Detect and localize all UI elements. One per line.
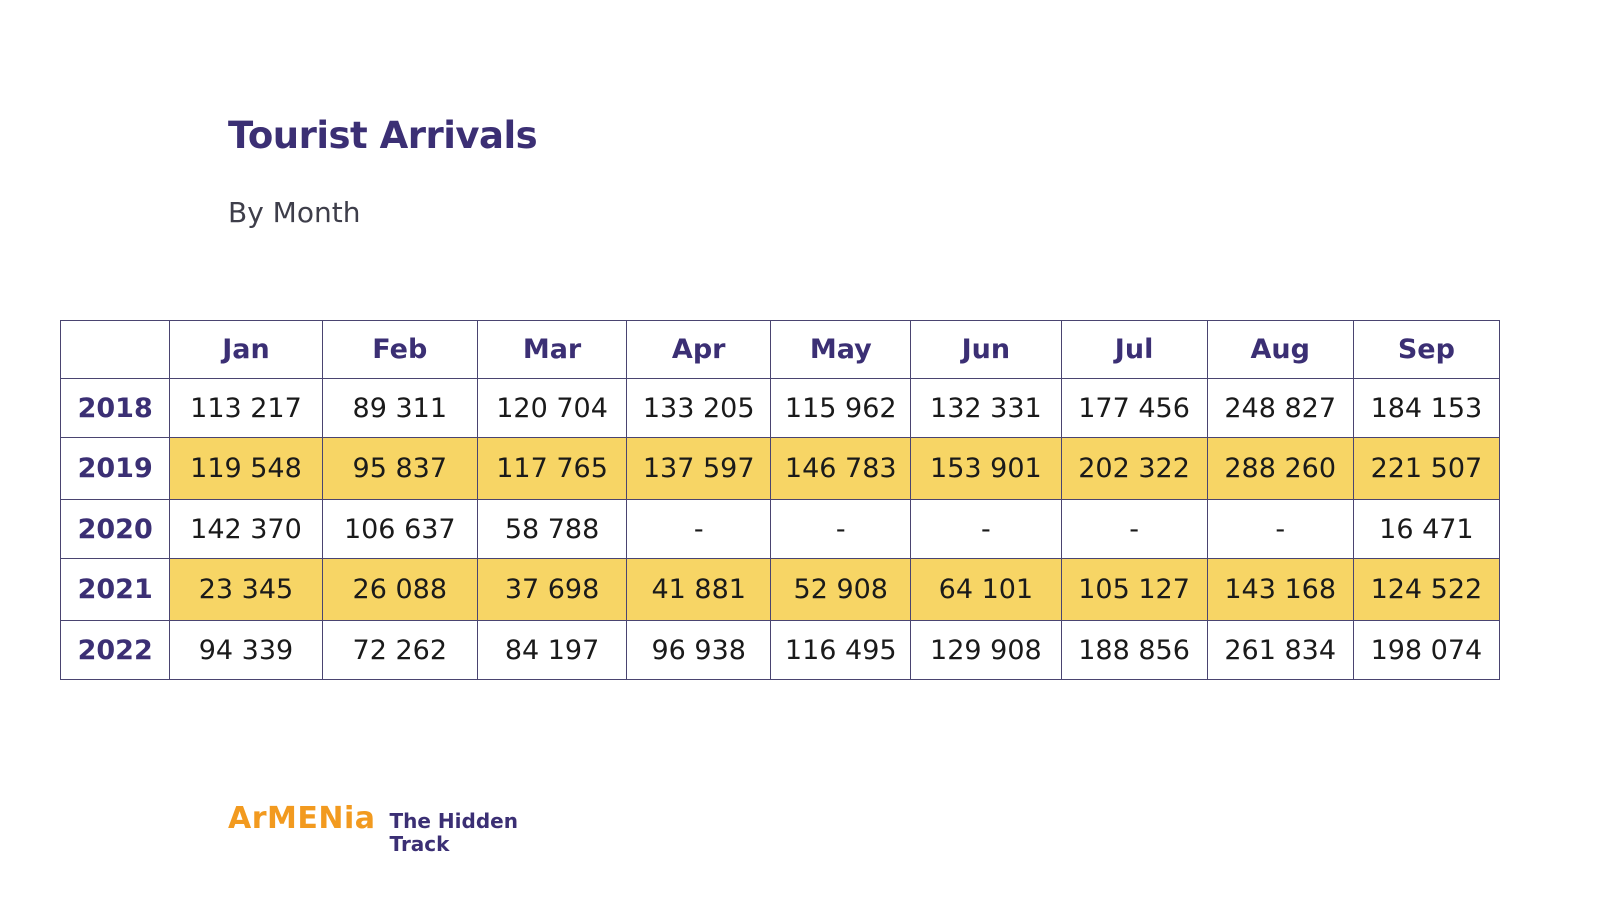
table-cell: 177 456 (1060, 378, 1208, 438)
table-cell: 146 783 (770, 437, 912, 500)
table-cell: 23 345 (169, 558, 323, 621)
table-cell: 142 370 (169, 499, 323, 559)
table-cell: 184 153 (1352, 378, 1501, 438)
table-cell: 133 205 (626, 378, 772, 438)
armenia-logo: ArMENia The Hidden Track (228, 802, 518, 862)
column-header-feb: Feb (321, 320, 478, 379)
row-header-year: 2021 (59, 558, 171, 621)
row-header-year: 2019 (59, 437, 171, 500)
column-header-apr: Apr (626, 320, 772, 379)
logo-brand: ArMENia (228, 801, 376, 836)
table-cell: 116 495 (770, 620, 912, 680)
column-header-sep: Sep (1352, 320, 1501, 379)
table-cell: 95 837 (321, 437, 478, 500)
table-cell: 52 908 (770, 558, 912, 621)
table-cell: - (626, 499, 772, 559)
table-cell: 41 881 (626, 558, 772, 621)
table-row: 2022 94 339 72 262 84 197 96 938 116 495… (59, 620, 1501, 680)
table-cell: 37 698 (476, 558, 628, 621)
table-row: 2018 113 217 89 311 120 704 133 205 115 … (59, 378, 1501, 438)
table-cell: 16 471 (1352, 499, 1501, 559)
table-cell: 153 901 (910, 437, 1062, 500)
table-row: 2019 119 548 95 837 117 765 137 597 146 … (59, 437, 1501, 500)
table-row: 2021 23 345 26 088 37 698 41 881 52 908 … (59, 558, 1501, 621)
column-header-corner (59, 320, 171, 379)
table-cell: 117 765 (476, 437, 628, 500)
page-subtitle: By Month (228, 196, 361, 229)
column-header-jun: Jun (910, 320, 1062, 379)
table-cell: 202 322 (1060, 437, 1208, 500)
table-cell: 143 168 (1206, 558, 1354, 621)
column-header-aug: Aug (1206, 320, 1354, 379)
table-cell: 94 339 (169, 620, 323, 680)
table-cell: 113 217 (169, 378, 323, 438)
table-cell: 89 311 (321, 378, 478, 438)
page-title: Tourist Arrivals (228, 114, 538, 157)
table-cell: 119 548 (169, 437, 323, 500)
table-cell: - (1206, 499, 1354, 559)
table-cell: - (1060, 499, 1208, 559)
table-cell: - (910, 499, 1062, 559)
logo-tagline-line2: Track (389, 832, 450, 856)
logo-tagline-line1: The Hidden (389, 809, 518, 833)
table-cell: 58 788 (476, 499, 628, 559)
table-cell: 261 834 (1206, 620, 1354, 680)
table-cell: 137 597 (626, 437, 772, 500)
row-header-year: 2018 (59, 378, 171, 438)
table-cell: 132 331 (910, 378, 1062, 438)
row-header-year: 2022 (59, 620, 171, 680)
table-cell: 115 962 (770, 378, 912, 438)
table-cell: 105 127 (1060, 558, 1208, 621)
table-cell: 198 074 (1352, 620, 1501, 680)
arrivals-table: Jan Feb Mar Apr May Jun Jul Aug Sep 2018… (59, 320, 1501, 680)
table-cell: 96 938 (626, 620, 772, 680)
table-cell: 248 827 (1206, 378, 1354, 438)
column-header-mar: Mar (476, 320, 628, 379)
table-cell: 84 197 (476, 620, 628, 680)
column-header-may: May (770, 320, 912, 379)
table-cell: 288 260 (1206, 437, 1354, 500)
table-cell: 106 637 (321, 499, 478, 559)
table-row: 2020 142 370 106 637 58 788 - - - - - 16… (59, 499, 1501, 559)
column-header-jul: Jul (1060, 320, 1208, 379)
row-header-year: 2020 (59, 499, 171, 559)
table-cell: 72 262 (321, 620, 478, 680)
table-cell: 124 522 (1352, 558, 1501, 621)
table-cell: 188 856 (1060, 620, 1208, 680)
logo-tagline: The Hidden Track (390, 810, 518, 856)
table-cell: 26 088 (321, 558, 478, 621)
table-cell: - (770, 499, 912, 559)
column-header-jan: Jan (169, 320, 323, 379)
table-cell: 120 704 (476, 378, 628, 438)
table-cell: 221 507 (1352, 437, 1501, 500)
table-cell: 129 908 (910, 620, 1062, 680)
table-header-row: Jan Feb Mar Apr May Jun Jul Aug Sep (59, 320, 1501, 379)
table-cell: 64 101 (910, 558, 1062, 621)
